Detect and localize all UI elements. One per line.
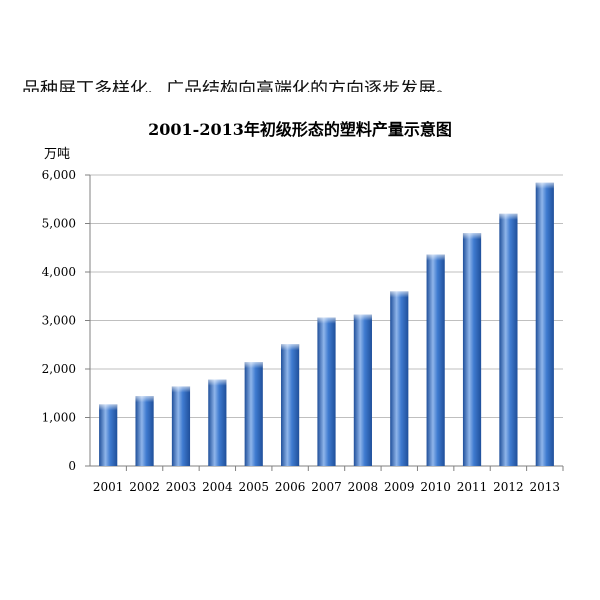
bar-top-highlight xyxy=(99,404,118,411)
bar xyxy=(208,379,227,466)
bar-top-highlight xyxy=(317,317,336,324)
y-tick-label: 3,000 xyxy=(42,314,76,328)
bar xyxy=(499,213,518,466)
bar-top-highlight xyxy=(426,254,445,261)
bar xyxy=(353,314,372,466)
y-tick-label: 0 xyxy=(68,459,76,473)
y-tick-label: 1,000 xyxy=(42,411,76,425)
bar xyxy=(171,386,191,466)
chart-title: 2001-2013年初级形态的塑料产量示意图 xyxy=(148,120,452,139)
bar-top-highlight xyxy=(390,291,409,298)
y-tick-label: 5,000 xyxy=(42,217,76,231)
bar-2003 xyxy=(171,386,191,466)
y-tick-label: 2,000 xyxy=(42,362,76,376)
bar-2001 xyxy=(99,404,118,466)
x-tick-label: 2008 xyxy=(348,480,379,494)
bar-top-highlight xyxy=(499,213,518,220)
bar xyxy=(244,362,263,466)
bar xyxy=(390,291,409,466)
bar xyxy=(462,233,482,466)
x-tick-label: 2002 xyxy=(129,480,160,494)
bar-2011 xyxy=(462,233,482,466)
x-tick-label: 2011 xyxy=(457,480,488,494)
bar-2002 xyxy=(135,396,154,466)
x-tick-labels: 2001 2002 2003 2004 2005 2006 2007 2008 2009 2010… xyxy=(93,480,560,494)
x-tick-label: 2010 xyxy=(420,480,451,494)
x-tick-label: 2001 xyxy=(93,480,124,494)
bar-2010 xyxy=(426,254,445,466)
x-tick-label: 2004 xyxy=(202,480,233,494)
bar-top-highlight xyxy=(535,182,554,189)
bar-top-highlight xyxy=(281,344,300,351)
bars xyxy=(99,182,554,466)
y-tick-labels: 0 1,000 2,000 3,000 4,000 5,000 6,000 xyxy=(42,168,76,473)
y-axis-unit-label: 万吨 xyxy=(44,147,71,162)
bar xyxy=(281,344,300,466)
x-tick-label: 2006 xyxy=(275,480,306,494)
bar-2004 xyxy=(208,379,227,466)
bar-2009 xyxy=(390,291,409,466)
bar-2006 xyxy=(281,344,300,466)
bar-top-highlight xyxy=(244,362,263,369)
bar-2005 xyxy=(244,362,263,466)
x-tick-label: 2013 xyxy=(530,480,561,494)
bar-2008 xyxy=(353,314,372,466)
bar-2013 xyxy=(535,182,554,466)
x-tick-label: 2003 xyxy=(166,480,197,494)
y-tick-label: 6,000 xyxy=(42,168,76,182)
bar-top-highlight xyxy=(135,396,154,403)
x-tick-label: 2007 xyxy=(311,480,342,494)
x-tick-label: 2009 xyxy=(384,480,415,494)
bar-top-highlight xyxy=(462,233,482,240)
bar-top-highlight xyxy=(171,386,191,393)
cutoff-paragraph-text: 品种屏丁多样化、广品结构向高端化的方向逐步发展。 xyxy=(22,80,454,92)
bar-2007 xyxy=(317,317,336,466)
x-tick-label: 2005 xyxy=(238,480,269,494)
bar-top-highlight xyxy=(353,314,372,321)
bar-2012 xyxy=(499,213,518,466)
bar-top-highlight xyxy=(208,379,227,386)
bar xyxy=(135,396,154,466)
y-tick-label: 4,000 xyxy=(42,265,76,279)
bar xyxy=(317,317,336,466)
bar xyxy=(535,182,554,466)
bar xyxy=(426,254,445,466)
bar xyxy=(99,404,118,466)
x-tick-label: 2012 xyxy=(493,480,524,494)
